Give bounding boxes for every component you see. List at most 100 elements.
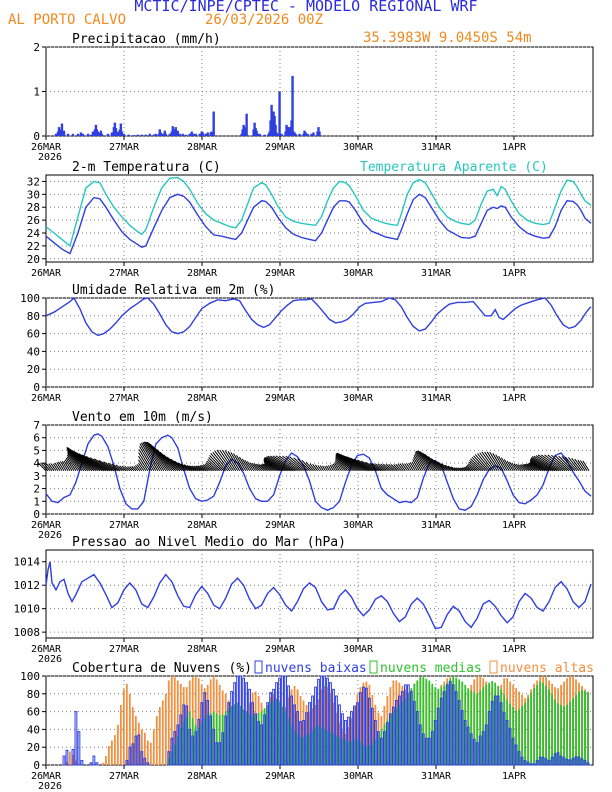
- cloud-bar-nuvens-baixas: [532, 763, 536, 766]
- x-tick-label: 26MAR: [31, 142, 62, 153]
- wind-vector: [322, 465, 326, 472]
- wind-vector: [558, 455, 574, 472]
- precip-bar: [174, 127, 177, 136]
- cloud-bar-nuvens-baixas: [302, 720, 305, 766]
- wind-vector: [214, 450, 231, 472]
- wind-vector: [525, 463, 534, 472]
- cloud-bar-nuvens-medias: [374, 739, 377, 765]
- cloud-bar-nuvens-baixas: [436, 707, 440, 766]
- cloud-bar-nuvens-medias: [245, 712, 248, 765]
- wind-vector: [404, 463, 410, 472]
- plot-frame: [45, 549, 594, 639]
- cloud-bar-nuvens-altas: [164, 693, 167, 765]
- precip-bar: [152, 134, 156, 136]
- precip-bar: [243, 127, 246, 136]
- wind-vector: [399, 463, 406, 472]
- wind-vector: [251, 462, 259, 472]
- cloud-bar-nuvens-medias: [242, 709, 245, 765]
- cloud-bar-nuvens-medias: [191, 718, 194, 765]
- cloud-bar-nuvens-baixas: [272, 688, 275, 766]
- cloud-bar-nuvens-medias: [572, 698, 574, 765]
- cloud-bar-nuvens-baixas: [448, 681, 452, 766]
- cloud-bar-nuvens-baixas: [185, 705, 189, 766]
- cloud-bar-nuvens-medias: [443, 685, 446, 765]
- wind-vector: [492, 453, 504, 472]
- cloud-bar-nuvens-medias: [542, 682, 544, 765]
- cloud-bar-nuvens-medias: [434, 687, 437, 765]
- wind-vector: [282, 455, 302, 472]
- cloud-bar-nuvens-baixas: [176, 724, 180, 766]
- cloud-bar-nuvens-medias: [491, 681, 494, 765]
- cloud-bar-nuvens-baixas: [577, 756, 581, 766]
- precip-bar: [258, 133, 261, 136]
- precip-bar: [294, 133, 297, 136]
- precip-bar: [91, 131, 95, 136]
- cloud-bar-nuvens-medias: [350, 741, 353, 765]
- cloud-bar-nuvens-baixas: [353, 705, 356, 766]
- x-year-label: 2026: [38, 530, 62, 541]
- wind-vector: [551, 454, 570, 472]
- cloud-bar-nuvens-baixas: [206, 699, 210, 766]
- panel-title: Umidade Relativa em 2m (%): [72, 283, 276, 298]
- x-tick-label: 30MAR: [343, 771, 374, 782]
- cloud-bar-nuvens-medias: [182, 721, 185, 765]
- cloud-bar-nuvens-medias: [203, 717, 206, 765]
- cloud-bar-nuvens-medias: [581, 689, 583, 765]
- cloud-bar-nuvens-medias: [461, 681, 464, 765]
- wind-vector: [146, 441, 167, 472]
- cloud-bar-nuvens-medias: [536, 684, 539, 765]
- cloud-bar-nuvens-baixas: [293, 704, 296, 766]
- cloud-bar-nuvens-baixas: [284, 675, 287, 766]
- cloud-bar-nuvens-baixas: [556, 752, 560, 766]
- wind-vector: [540, 454, 564, 472]
- wind-vector: [40, 462, 49, 472]
- wind-vector: [529, 460, 546, 472]
- cloud-bar-nuvens-baixas: [89, 762, 93, 766]
- y-tick-label: 0: [33, 130, 40, 143]
- wind-vector: [424, 454, 442, 472]
- wind-vector: [528, 462, 540, 472]
- plot-frame: [45, 297, 594, 388]
- precip-bar: [274, 124, 277, 136]
- wind-vector: [119, 465, 127, 472]
- wind-vector: [489, 451, 502, 472]
- precip-bar: [201, 132, 204, 136]
- legend-label: nuvens altas: [500, 661, 594, 676]
- cloud-bar-nuvens-medias: [263, 708, 266, 765]
- header-run: 26/03/2026 00Z: [205, 12, 323, 28]
- cloud-bar-nuvens-baixas: [227, 702, 231, 766]
- wind-vector: [309, 463, 316, 472]
- cloud-bar-nuvens-baixas: [140, 751, 144, 766]
- cloud-bar-nuvens-medias: [290, 724, 293, 765]
- cloud-bar-nuvens-medias: [500, 689, 503, 765]
- cloud-bar-nuvens-medias: [185, 716, 188, 765]
- series-line-pressure-0: [45, 561, 592, 630]
- panel-pressure: 1008 1010 1012 1014 26MAR 27MAR 28MAR 29MAR 30MA…: [14, 535, 594, 665]
- cloud-bar-nuvens-baixas: [248, 688, 252, 766]
- wind-vector: [455, 467, 462, 472]
- cloud-bar-nuvens-medias: [176, 736, 179, 765]
- cloud-bar-nuvens-medias: [515, 710, 518, 765]
- cloud-bar-nuvens-medias: [428, 680, 431, 765]
- wind-vector: [380, 463, 390, 472]
- legend-label: nuvens baixas: [265, 661, 367, 676]
- wind-vector: [419, 450, 436, 472]
- cloud-bar-nuvens-medias: [368, 744, 371, 765]
- wind-vector: [515, 463, 522, 472]
- cloud-bar-nuvens-medias: [305, 735, 308, 765]
- cloud-bar-nuvens-medias: [287, 718, 290, 765]
- wind-vector: [265, 456, 288, 472]
- cloud-bar-nuvens-baixas: [499, 702, 503, 766]
- cloud-bar-nuvens-baixas: [62, 755, 66, 766]
- cloud-bar-nuvens-altas: [326, 687, 329, 765]
- wind-vector: [564, 456, 578, 472]
- wind-vector: [495, 454, 506, 472]
- wind-vector: [529, 458, 550, 472]
- cloud-bar-nuvens-baixas: [332, 688, 335, 766]
- cloud-bar-nuvens-medias: [449, 679, 452, 765]
- wind-vector: [66, 456, 77, 472]
- cloud-bar-nuvens-baixas: [305, 712, 308, 766]
- cloud-bar-nuvens-medias: [539, 681, 541, 765]
- precip-bar: [263, 134, 266, 136]
- cloud-bar-nuvens-medias: [512, 707, 515, 765]
